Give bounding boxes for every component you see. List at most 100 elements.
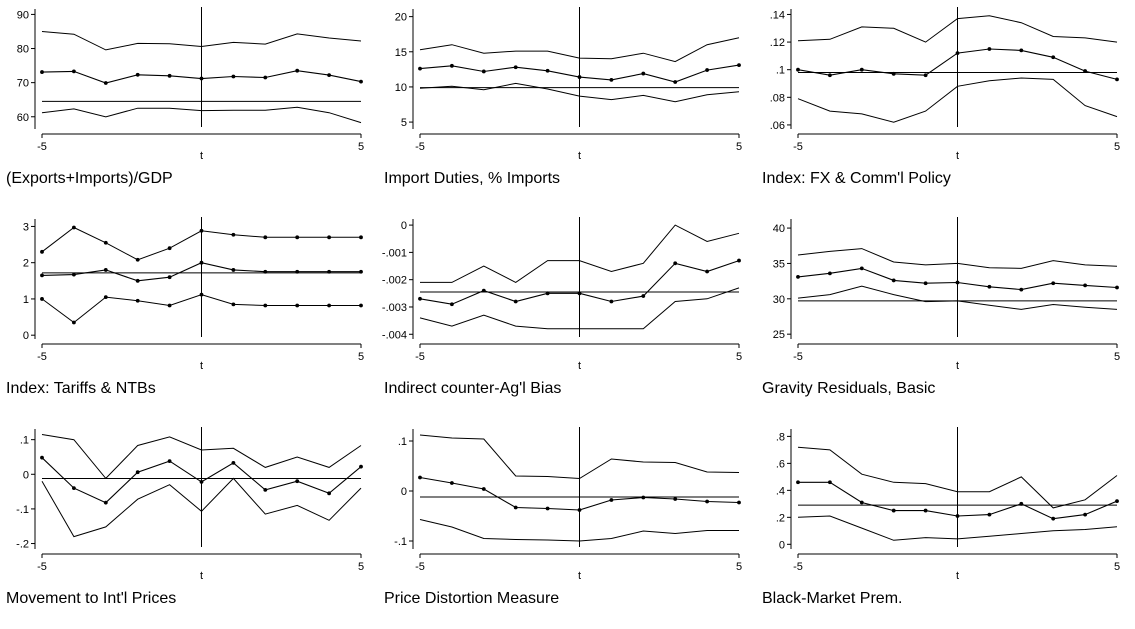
data-point (641, 495, 646, 500)
y-tick-label: .6 (776, 458, 785, 470)
y-tick-label: 0 (401, 486, 407, 498)
y-tick-label: .14 (770, 9, 785, 21)
data-point (359, 269, 363, 274)
data-point (737, 258, 741, 263)
chart-panel: 60 70 80 90 -5 5 t (Exports+Imports)/GDP (0, 0, 378, 209)
data-point (955, 280, 960, 285)
data-point (1051, 281, 1056, 286)
data-point (513, 505, 518, 510)
panel-title: Movement to Int'l Prices (6, 590, 176, 607)
y-tick-label: 90 (17, 9, 29, 21)
data-point (859, 67, 864, 72)
y-tick-label: 0 (23, 330, 29, 342)
line-chart: -.1 0 .1 -5 5 t Price Distortion Measure (384, 427, 742, 607)
data-point (641, 294, 646, 298)
data-point (450, 481, 454, 485)
x-tick-label: -5 (793, 141, 803, 153)
data-point (72, 320, 76, 325)
x-axis-label: t (956, 360, 959, 372)
y-tick-label: 2 (23, 258, 29, 270)
data-point (705, 68, 709, 72)
data-point (167, 275, 172, 280)
data-point (1019, 501, 1024, 506)
data-point (231, 74, 236, 79)
series-line-lower (41, 106, 362, 124)
data-point (545, 68, 550, 73)
data-point (199, 76, 204, 81)
data-point (1051, 516, 1056, 521)
x-tick-label: 5 (736, 561, 742, 573)
x-tick-label: -5 (415, 561, 425, 573)
data-point (859, 266, 864, 271)
series-line-lower (797, 285, 1118, 310)
data-point (327, 73, 331, 78)
data-point (545, 291, 550, 296)
data-point (513, 65, 518, 70)
data-point (231, 460, 236, 465)
chart-panel: -.2 -.1 0 .1 -5 5 t Movement to Int'l Prices (0, 420, 378, 629)
data-point (923, 73, 928, 78)
x-tick-label: -5 (793, 561, 803, 573)
data-point (609, 498, 614, 502)
data-point (609, 299, 614, 304)
y-tick-label: 25 (773, 329, 785, 341)
data-point (796, 274, 800, 279)
chart-panel: -.1 0 .1 -5 5 t Price Distortion Measure (378, 420, 756, 629)
series-line-upper (41, 31, 362, 51)
x-tick-label: 5 (358, 561, 364, 573)
y-tick-label: -.002 (382, 275, 407, 287)
chart-panel: 25 30 35 40 -5 5 t Gravity Residuals, Basic (756, 210, 1134, 419)
y-tick-label: .06 (770, 120, 785, 132)
data-point (955, 514, 960, 518)
data-point (418, 475, 422, 480)
data-point (673, 80, 678, 84)
series-line-upper (420, 224, 740, 283)
chart-panel: -.004 -.003 -.002 -.001 0 -5 5 t Indirect counte… (378, 210, 756, 419)
x-tick-label: 5 (358, 141, 364, 153)
data-point (796, 67, 800, 72)
y-tick-label: .4 (776, 485, 785, 497)
data-point (40, 249, 44, 254)
data-point (103, 295, 108, 300)
series-line-lower (797, 77, 1118, 123)
data-point (327, 303, 331, 308)
x-tick-label: 5 (1114, 561, 1120, 573)
data-point (295, 303, 300, 308)
series-line-upper (797, 15, 1118, 43)
y-tick-label: 70 (17, 78, 29, 90)
x-tick-label: -5 (793, 351, 803, 363)
data-point (891, 278, 896, 283)
data-point (327, 491, 331, 496)
data-point (263, 487, 268, 492)
data-point (295, 235, 300, 240)
x-axis-label: t (200, 360, 203, 372)
y-tick-label: 0 (23, 469, 29, 481)
line-chart: .06 .08 .1 .12 .14 -5 5 t Index: FX & Comm'l Pol… (762, 7, 1120, 187)
line-chart: 25 30 35 40 -5 5 t Gravity Residuals, Basic (762, 217, 1120, 397)
data-point (40, 70, 44, 74)
data-point (609, 77, 614, 82)
data-point (199, 480, 204, 484)
panel-title: Price Distortion Measure (384, 590, 559, 607)
series-line-upper (797, 248, 1118, 269)
series-line-upper (419, 37, 740, 63)
data-point (987, 47, 992, 51)
data-point (828, 271, 832, 276)
data-point (641, 71, 646, 76)
y-tick-label: .1 (398, 436, 407, 448)
data-point (1019, 287, 1024, 292)
line-chart: -.004 -.003 -.002 -.001 0 -5 5 t Indirect counte… (382, 217, 742, 397)
x-tick-label: 5 (1114, 351, 1120, 363)
y-tick-label: 10 (395, 82, 407, 94)
data-point (481, 69, 486, 74)
data-point (135, 72, 140, 77)
data-point (859, 500, 864, 505)
data-point (673, 497, 678, 501)
data-point (1083, 69, 1087, 73)
data-point (295, 68, 300, 73)
data-point (263, 235, 268, 240)
data-point (72, 69, 76, 74)
data-point (673, 261, 678, 266)
data-point (828, 480, 832, 485)
line-chart: 0 .2 .4 .6 .8 -5 5 t Black-Market Prem. (762, 427, 1120, 607)
